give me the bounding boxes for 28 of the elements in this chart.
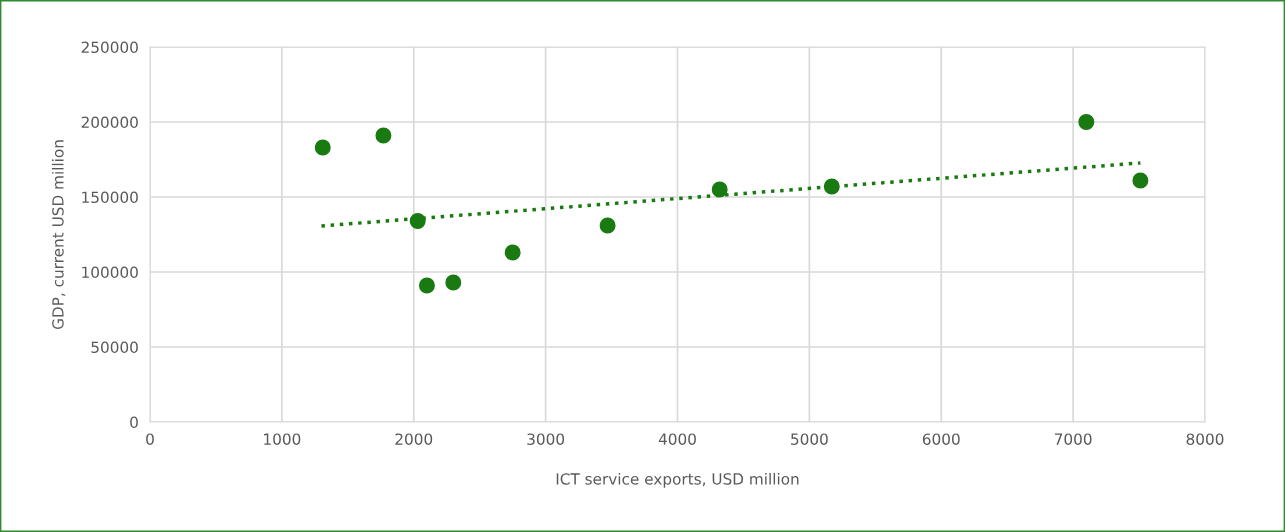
y-tick-label: 50000: [91, 341, 138, 354]
x-tick-label: 4000: [658, 433, 696, 445]
y-tick-label: 200000: [81, 116, 138, 129]
y-tick-label: 100000: [82, 266, 138, 279]
point: [314, 139, 331, 156]
x-tick-label: 6000: [922, 433, 960, 445]
x-tick-label: 2000: [395, 433, 433, 445]
point: [375, 127, 392, 144]
x-tick-label: 1000: [264, 433, 301, 445]
point: [1078, 114, 1095, 130]
point: [409, 213, 426, 229]
y-tick-label: 0: [130, 416, 138, 429]
x-tick-label: 8000: [1186, 433, 1224, 445]
point: [1132, 172, 1149, 189]
y-axis-title: GDP, current USD million: [51, 140, 66, 330]
x-tick-label: 5000: [791, 433, 828, 445]
point: [823, 178, 840, 195]
y-tick-label: 250000: [81, 41, 138, 54]
x-tick-label: 3000: [527, 433, 565, 445]
point: [711, 181, 728, 198]
point: [599, 217, 616, 234]
x-tick-label: 7000: [1054, 433, 1092, 445]
y-tick-label: 150000: [82, 191, 138, 204]
x-tick-label: 0: [146, 433, 154, 445]
x-axis-title: ICT service exports, USD million: [556, 472, 799, 488]
point: [445, 274, 462, 291]
point: [504, 244, 521, 261]
point: [418, 277, 435, 294]
